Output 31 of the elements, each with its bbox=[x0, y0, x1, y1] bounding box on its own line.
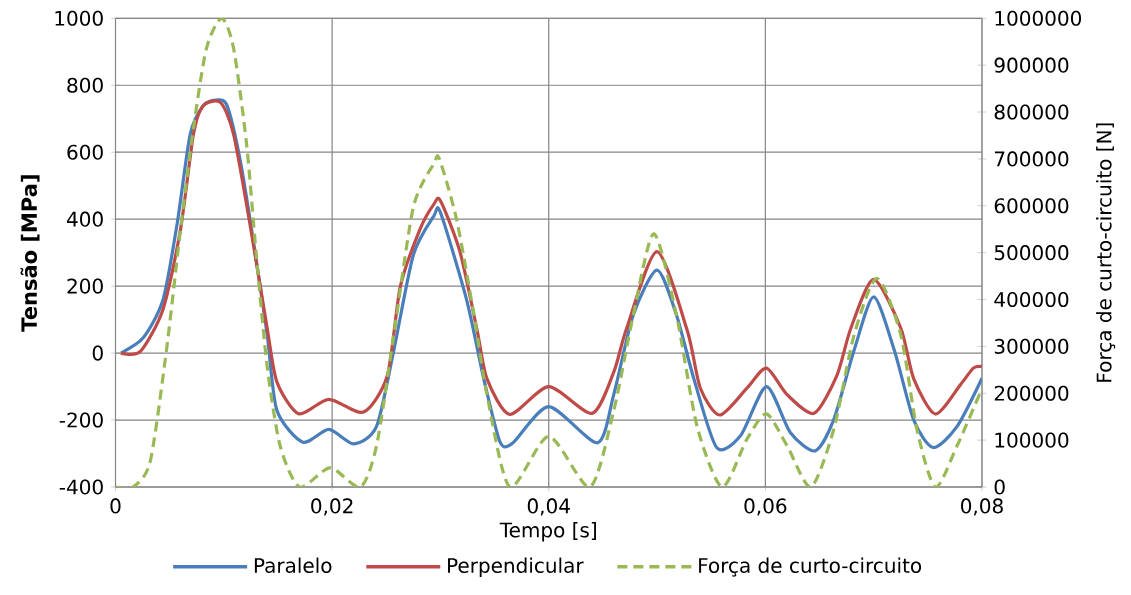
y-tick-label: 0 bbox=[92, 345, 103, 361]
y2-tick-label: 200000 bbox=[994, 385, 1069, 401]
x-tick-label: 0,02 bbox=[311, 498, 353, 516]
y2-tick-label: 1000000 bbox=[995, 10, 1082, 26]
y2-tick-label: 300000 bbox=[994, 338, 1069, 354]
y2-tick-label: 100000 bbox=[995, 432, 1069, 448]
y2-tick-label: 400000 bbox=[994, 291, 1069, 308]
y2-tick-label: 600000 bbox=[994, 198, 1069, 214]
y-tick-label: 200 bbox=[67, 278, 103, 294]
x-tick-label: 0 bbox=[110, 498, 121, 514]
y2-axis-title: Força de curto-circuito [N] bbox=[1096, 123, 1116, 382]
y2-tick-label: 700000 bbox=[994, 151, 1069, 167]
y2-tick-label: 900000 bbox=[994, 57, 1069, 73]
y-axis-title: Tensão [MPa] bbox=[20, 175, 40, 332]
x-tick-label: 0,04 bbox=[527, 498, 570, 516]
y-tick-label: -200 bbox=[59, 412, 103, 428]
y-tick-label: 400 bbox=[66, 211, 103, 227]
x-tick-label: 0,08 bbox=[961, 498, 1003, 516]
legend-label: Perpendicular bbox=[448, 557, 584, 577]
x-tick-label: 0,06 bbox=[744, 498, 787, 516]
y-tick-label: 1000 bbox=[55, 10, 103, 26]
legend-label: Paralelo bbox=[254, 557, 332, 574]
line-series bbox=[115, 18, 982, 487]
y2-tick-label: 0 bbox=[994, 479, 1005, 495]
y-tick-label: -400 bbox=[59, 479, 103, 495]
x-axis-title: Tempo [s] bbox=[499, 522, 596, 542]
y2-tick-label: 500000 bbox=[994, 245, 1069, 261]
y-tick-label: 600 bbox=[67, 144, 103, 160]
y2-tick-label: 800000 bbox=[994, 104, 1069, 120]
y-tick-label: 800 bbox=[67, 77, 103, 93]
legend-label: Força de curto-circuito bbox=[699, 557, 922, 577]
